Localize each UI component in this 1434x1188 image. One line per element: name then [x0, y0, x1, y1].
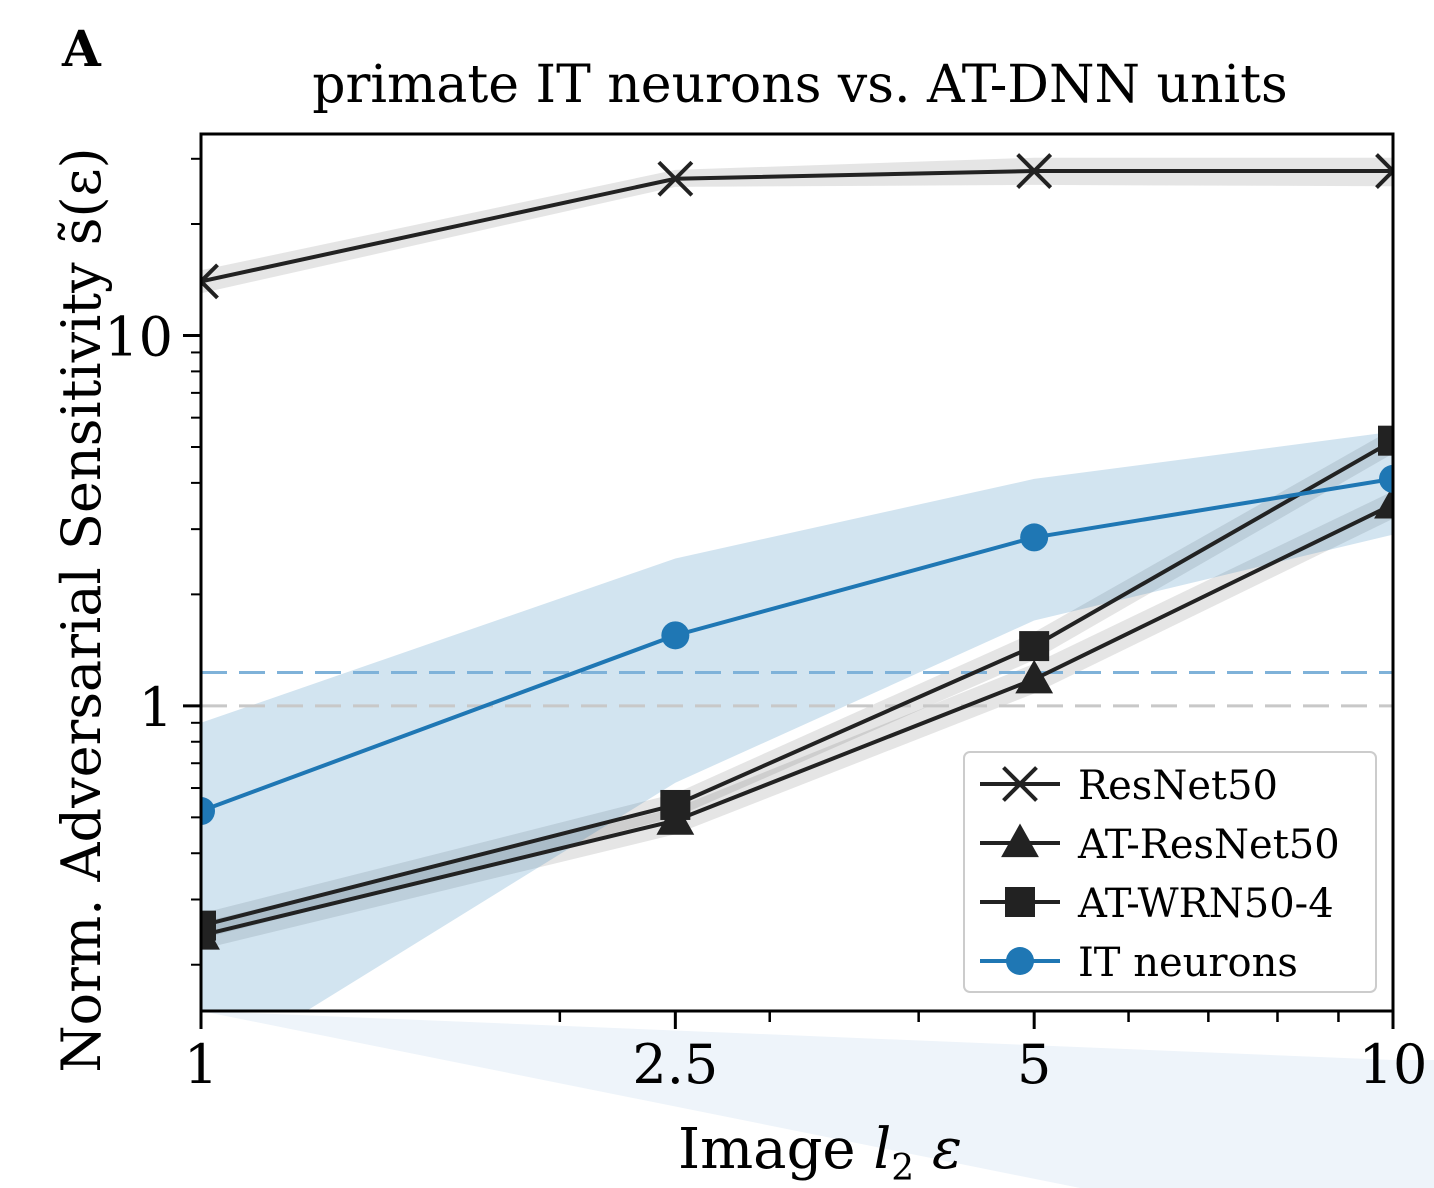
x-tick-label-2: 2.5 — [632, 1033, 718, 1096]
legend-label-at-resnet50: AT-ResNet50 — [1077, 822, 1340, 868]
x-tick-label-4: 10 — [1359, 1033, 1428, 1096]
point-it-neurons-1 — [201, 797, 215, 826]
point-at-wrn50-4-1 — [201, 910, 216, 941]
x-axis-label: Image l2 ε — [678, 1117, 962, 1188]
x-tick-label-1: 1 — [184, 1033, 218, 1096]
it-band-spill — [201, 1011, 1434, 1188]
legend-label-it-neurons: IT neurons — [1078, 940, 1298, 986]
point-resnet50-4 — [1375, 153, 1393, 189]
point-resnet50-1-stroke-b — [201, 263, 219, 285]
point-it-neurons-2 — [661, 621, 690, 650]
point-resnet50-4-stroke-a — [1375, 153, 1393, 174]
legend: ResNet50 AT-ResNet50 AT-WRN50-4 IT neurons — [963, 751, 1377, 993]
x-axis-label-image: Image — [678, 1117, 873, 1182]
y-axis-label: Norm. Adversarial Sensitivity s̃(ε) — [50, 147, 113, 1072]
axes-frame — [199, 132, 1395, 1013]
line-resnet50 — [201, 169, 1393, 284]
panel-label: A — [61, 19, 102, 78]
band-it-neurons — [201, 431, 1393, 1011]
point-resnet50-2-stroke-b — [657, 160, 694, 197]
point-at-resnet50-3 — [1015, 659, 1054, 694]
x-axis-label-eps: ε — [914, 1117, 962, 1182]
legend-marker-at-resnet50 — [1001, 823, 1039, 858]
x-axis-label-sub: 2 — [891, 1148, 914, 1188]
point-resnet50-1-stroke-a — [201, 278, 219, 300]
point-at-wrn50-4-3 — [1019, 631, 1050, 662]
legend-label-resnet50: ResNet50 — [1078, 763, 1278, 809]
legend-marker-it-neurons — [1006, 947, 1034, 975]
point-resnet50-3-stroke-b — [1016, 153, 1053, 189]
y-tick-label-1: 1 — [139, 676, 173, 739]
point-resnet50-2 — [657, 160, 694, 197]
point-it-neurons-4 — [1379, 464, 1393, 493]
x-tick-label-3: 5 — [1017, 1033, 1051, 1096]
point-resnet50-3 — [1016, 153, 1053, 189]
band-at-resnet50 — [201, 491, 1393, 950]
point-resnet50-4-stroke-b — [1375, 168, 1393, 189]
legend-box — [963, 751, 1377, 993]
legend-marker-at-wrn50-4 — [1005, 887, 1035, 917]
legend-marker-resnet50-stroke-b — [1002, 766, 1038, 802]
line-at-resnet50 — [201, 502, 1393, 938]
point-at-wrn50-4-4 — [1378, 425, 1393, 456]
line-at-wrn50-4 — [201, 438, 1393, 928]
chart-title: primate IT neurons vs. AT-DNN units — [312, 55, 1287, 115]
line-it-neurons — [201, 476, 1393, 813]
point-at-wrn50-4-2 — [660, 789, 691, 820]
band-at-wrn50-4 — [201, 428, 1393, 939]
x-axis-label-l: l — [873, 1117, 891, 1182]
point-at-resnet50-4 — [1374, 484, 1393, 519]
point-it-neurons-3 — [1020, 523, 1049, 552]
point-resnet50-1 — [201, 263, 219, 300]
legend-label-at-wrn50-4: AT-WRN50-4 — [1077, 881, 1334, 927]
legend-marker-resnet50 — [1002, 766, 1038, 802]
y-tick-label-2: 10 — [104, 306, 173, 369]
